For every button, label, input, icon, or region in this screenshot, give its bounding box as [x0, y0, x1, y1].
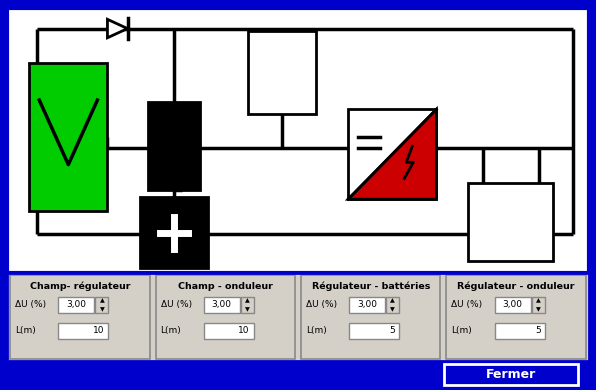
Text: Régulateur - battéries: Régulateur - battéries [312, 282, 430, 291]
Bar [532, 297, 545, 313]
Text: ΔU (%): ΔU (%) [15, 300, 46, 309]
Bar [386, 297, 399, 313]
Text: ΔU (%): ΔU (%) [306, 300, 337, 309]
Text: 3,00: 3,00 [212, 300, 232, 309]
Bar [446, 275, 586, 359]
Bar [58, 297, 94, 313]
Bar [204, 297, 240, 313]
Bar [241, 297, 254, 313]
Text: L(m): L(m) [451, 326, 472, 335]
Bar [29, 63, 107, 211]
Bar [156, 275, 295, 359]
Text: Champ- régulateur: Champ- régulateur [30, 282, 130, 291]
Text: ▲: ▲ [390, 298, 395, 303]
Text: ▼: ▼ [100, 307, 104, 312]
Bar [495, 297, 530, 313]
Bar [204, 323, 254, 339]
Text: 3,00: 3,00 [357, 300, 377, 309]
Bar [58, 323, 108, 339]
Bar [95, 297, 108, 313]
Text: 5: 5 [390, 326, 395, 335]
Text: ΔU (%): ΔU (%) [160, 300, 192, 309]
Text: L(m): L(m) [15, 326, 36, 335]
Text: ΔU (%): ΔU (%) [451, 300, 483, 309]
Polygon shape [107, 20, 128, 38]
Text: ▲: ▲ [536, 298, 541, 303]
Text: ▲: ▲ [245, 298, 250, 303]
Text: 10: 10 [238, 326, 250, 335]
Text: ▼: ▼ [536, 307, 541, 312]
Text: Régulateur - onduleur: Régulateur - onduleur [457, 282, 575, 291]
Polygon shape [348, 109, 436, 199]
Text: 3,00: 3,00 [502, 300, 523, 309]
Text: 5: 5 [535, 326, 541, 335]
Text: ▲: ▲ [100, 298, 104, 303]
Text: Fermer: Fermer [486, 368, 536, 381]
Bar [444, 363, 578, 385]
Bar [148, 102, 200, 190]
Bar [349, 323, 399, 339]
Bar [468, 183, 552, 261]
Text: ▼: ▼ [245, 307, 250, 312]
Bar [495, 323, 545, 339]
Bar [349, 297, 385, 313]
Bar [10, 275, 150, 359]
Bar [248, 31, 316, 114]
Text: L(m): L(m) [306, 326, 327, 335]
Bar [139, 197, 208, 268]
Text: Champ - onduleur: Champ - onduleur [178, 282, 273, 291]
Text: 3,00: 3,00 [66, 300, 86, 309]
Text: L(m): L(m) [160, 326, 181, 335]
Bar [348, 109, 436, 199]
Text: ▼: ▼ [390, 307, 395, 312]
Text: 10: 10 [93, 326, 104, 335]
Bar [301, 275, 440, 359]
